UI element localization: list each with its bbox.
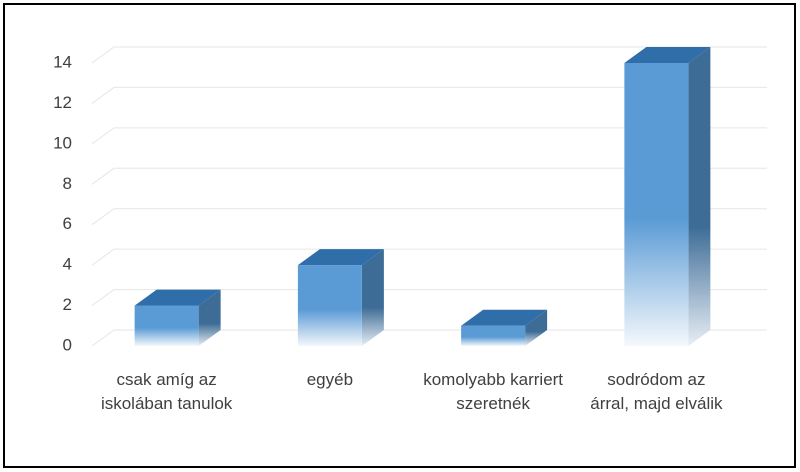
y-tick-label: 6 <box>63 214 72 233</box>
bar-side <box>688 47 711 346</box>
bar-top <box>461 309 548 326</box>
bar-top <box>624 47 711 63</box>
grid-line <box>91 46 767 64</box>
grid-line <box>91 248 767 266</box>
y-tick-label: 4 <box>63 255 72 274</box>
grid-line <box>91 208 767 226</box>
y-tick-label: 8 <box>63 174 72 193</box>
bar-top <box>297 249 384 266</box>
grid-line <box>91 86 767 104</box>
bar-side <box>361 249 384 346</box>
y-tick-label: 2 <box>63 295 72 314</box>
x-tick-label: egyéb <box>306 370 354 389</box>
x-tick-label: sodródom az árral, majd elválik <box>590 370 723 413</box>
bar <box>134 305 199 346</box>
y-tick-label: 14 <box>53 52 72 71</box>
x-tick-label: komolyabb karriert szeretnék <box>423 370 564 413</box>
grid-line <box>91 289 767 306</box>
bar <box>297 265 362 346</box>
bar <box>461 325 526 346</box>
y-tick-label: 0 <box>63 335 72 354</box>
grid-line <box>91 167 767 185</box>
bar <box>624 63 689 346</box>
bar-side <box>198 289 221 346</box>
grid-line <box>91 329 767 347</box>
y-tick-label: 12 <box>53 93 72 112</box>
frame <box>3 3 796 468</box>
bar-side <box>525 309 548 346</box>
grid-line <box>91 127 767 145</box>
y-tick-label: 10 <box>53 133 72 152</box>
x-tick-label: csak amíg az iskolában tanulok <box>100 370 233 413</box>
bar-top <box>134 289 221 306</box>
